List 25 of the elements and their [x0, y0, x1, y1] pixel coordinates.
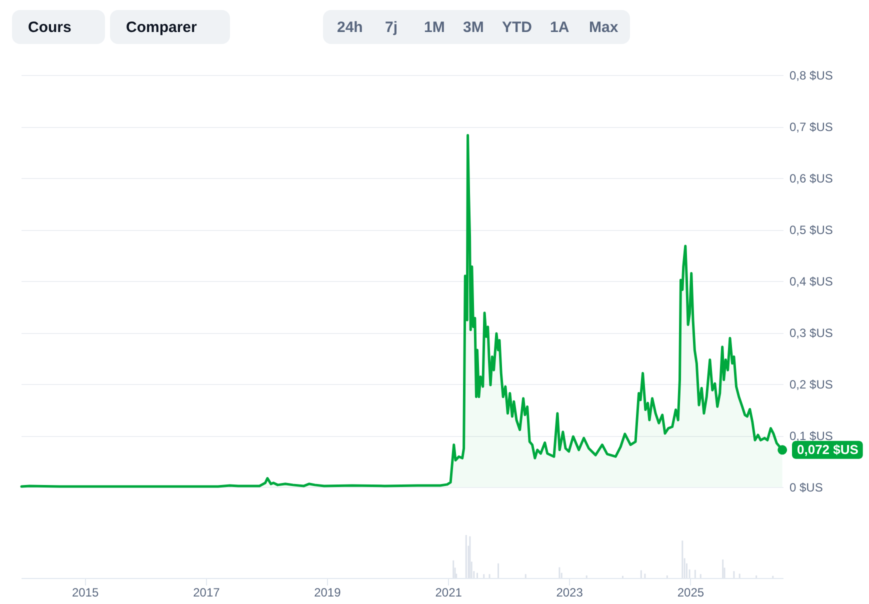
x-tick-label: 2015: [72, 586, 99, 600]
y-tick-label: 0 $US: [790, 480, 823, 494]
text: Comparer: [126, 19, 198, 36]
text: 1M: [424, 19, 445, 36]
text: Max: [589, 19, 619, 36]
x-tick-label: 2019: [314, 586, 342, 600]
text: Cours: [28, 19, 72, 36]
annotation: 0,072 $US: [797, 442, 859, 457]
y-tick-label: 0,5 $US: [790, 223, 833, 237]
text: 1A: [550, 19, 570, 36]
x-tick-label: 2021: [435, 586, 462, 600]
y-tick-label: 0,2 $US: [790, 378, 833, 392]
y-tick-label: 0,4 $US: [790, 274, 833, 288]
x-tick-label: 2017: [193, 586, 220, 600]
text: YTD: [502, 19, 532, 36]
text: 7j: [385, 19, 398, 36]
y-tick-label: 0,7 $US: [790, 120, 833, 134]
y-tick-label: 0,8 $US: [790, 68, 833, 82]
y-tick-label: 0,1 $US: [790, 429, 833, 443]
text: 3M: [463, 19, 484, 36]
x-tick-label: 2025: [677, 586, 704, 600]
text: 24h: [337, 19, 363, 36]
y-tick-label: 0,6 $US: [790, 172, 833, 186]
x-tick-label: 2023: [556, 586, 584, 600]
y-tick-label: 0,3 $US: [790, 326, 833, 340]
